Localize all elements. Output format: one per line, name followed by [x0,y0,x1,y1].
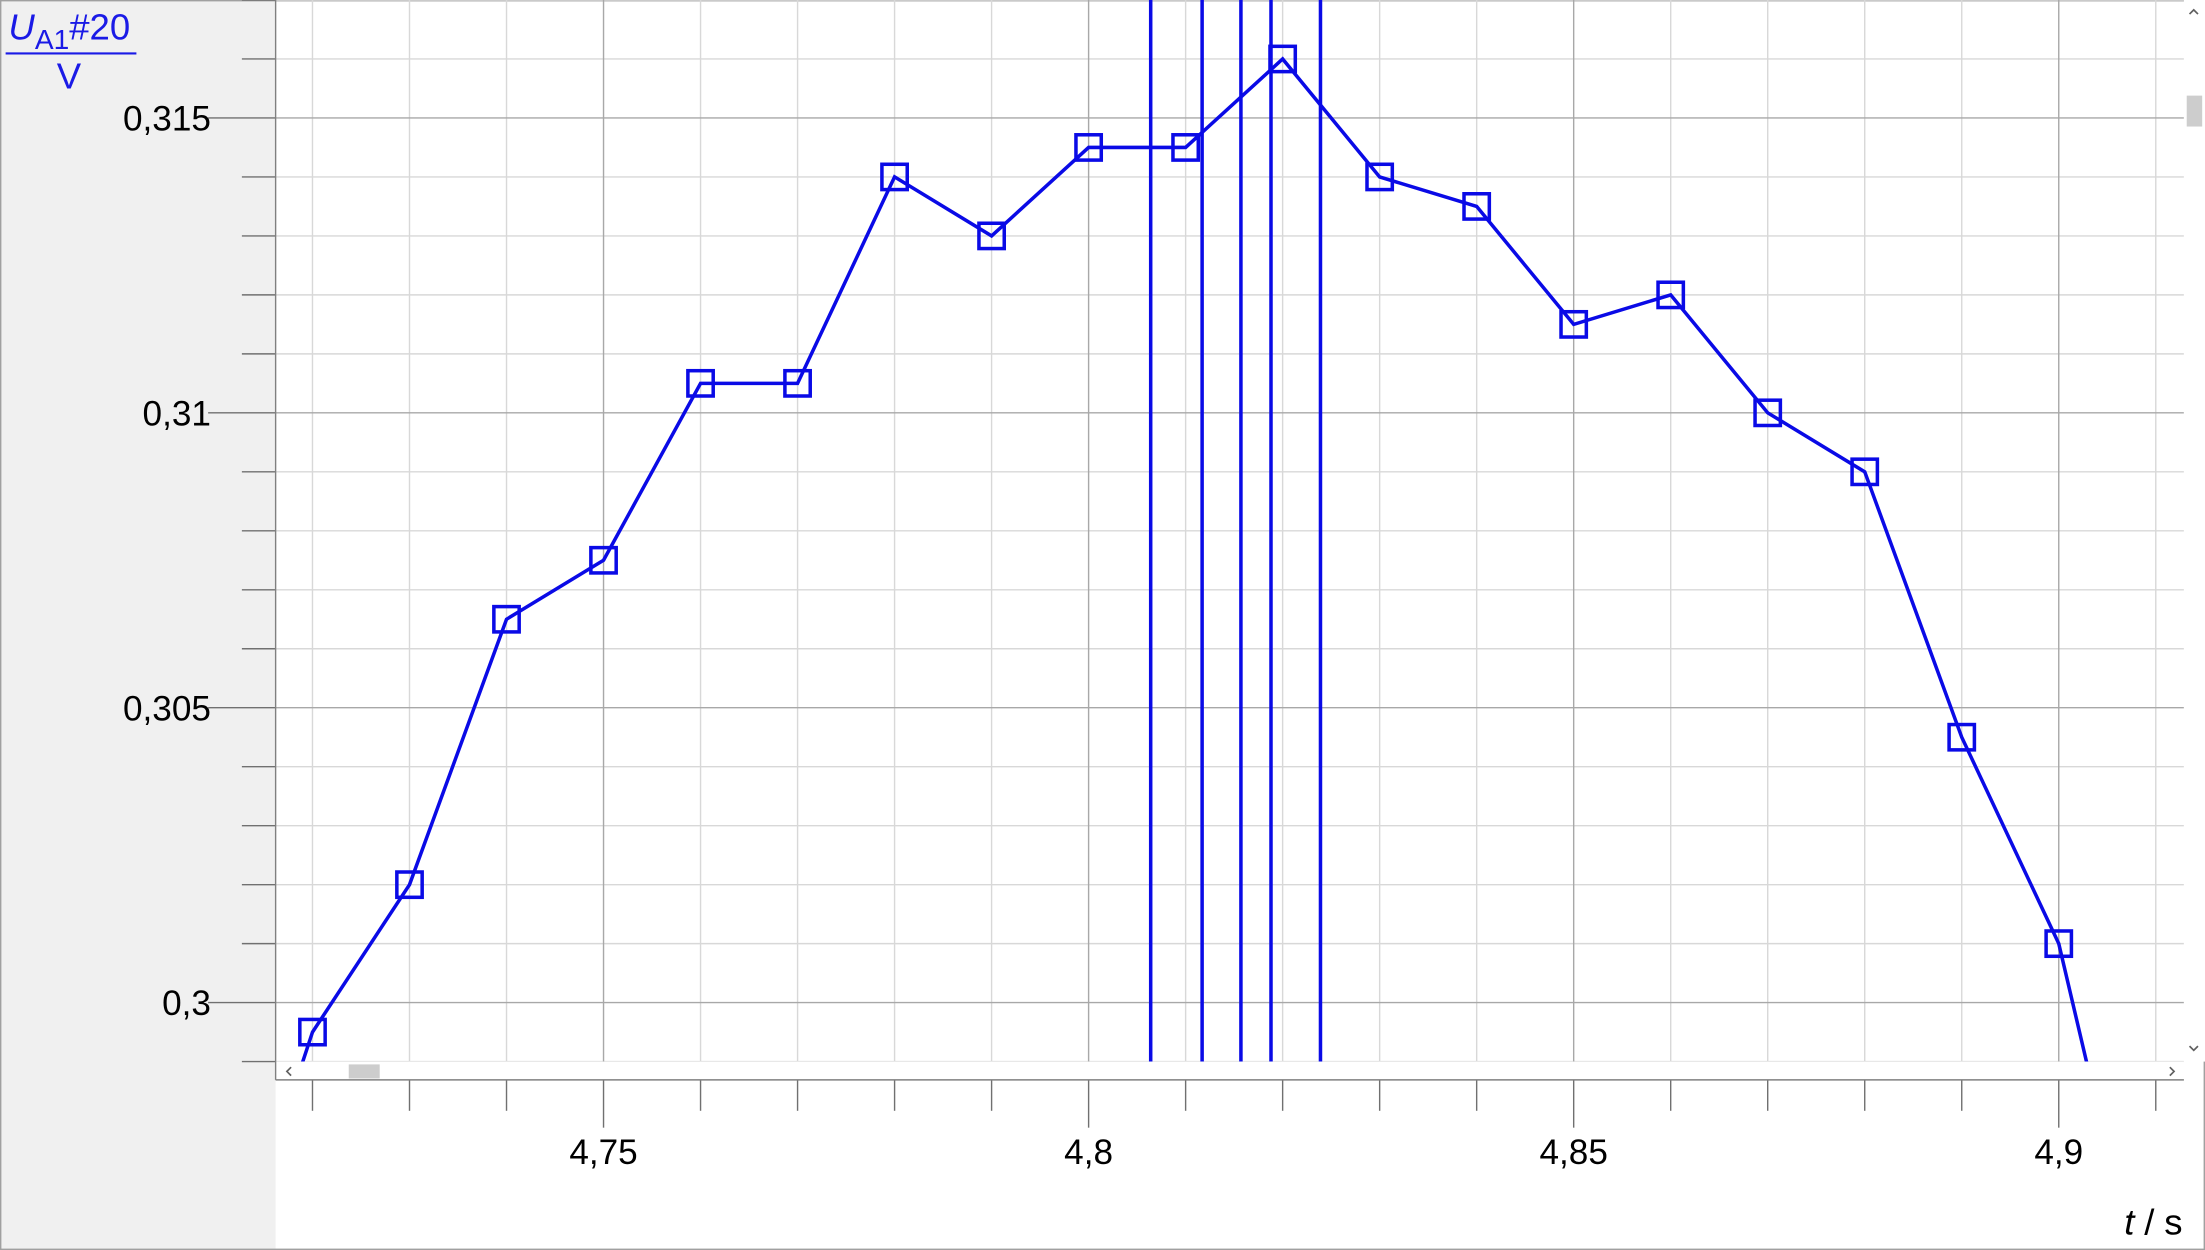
x-tick-label: 4,85 [1539,1133,1607,1172]
data-marker [1074,133,1104,162]
y-tick-label: 0,305 [123,689,211,728]
data-marker [977,221,1007,251]
x-tick-label: 4,9 [2034,1133,2083,1172]
x-label-unit: s [2164,1202,2182,1243]
y-axis-label: UA1#20 [8,6,130,55]
data-marker [686,368,715,398]
data-marker [1850,457,1880,487]
grid [275,0,2184,1063]
data-marker [1559,309,1589,339]
data-marker [395,870,424,900]
data-marker [1947,722,1977,752]
series [298,44,2089,1062]
data-marker [589,545,618,575]
v-scrollbar[interactable] [2183,0,2205,1062]
x-axis-label: t / s [2124,1202,2182,1243]
series-line [300,56,2089,1062]
data-marker [2044,929,2074,959]
v-scroll-down[interactable] [2188,1045,2199,1052]
y-label-unit: V [57,56,82,97]
cursors [1148,0,1323,1062]
x-tick-label: 4,75 [569,1133,637,1172]
x-label-symbol: t [2124,1202,2136,1243]
y-axis-panel [0,0,276,1250]
y-label-suffix: #20 [69,6,130,47]
y-tick-label: 0,315 [123,100,211,139]
v-scroll-up[interactable] [2188,8,2199,15]
data-marker [1268,44,1298,74]
data-marker [1365,162,1395,192]
h-scroll-left[interactable] [285,1066,292,1077]
y-tick-label: 0,31 [143,394,211,433]
data-marker [492,604,521,634]
data-marker [1753,398,1783,428]
x-tick-label: 4,8 [1064,1133,1113,1172]
data-marker [298,1017,327,1047]
data-marker [1462,192,1492,221]
h-scrollbar[interactable] [275,1061,2184,1080]
ticks: 4,75 4,8 4,85 4,9 0,3 0,305 0,31 0,315 [123,0,2157,1172]
y-tick-label: 0,3 [162,984,211,1023]
h-scroll-thumb[interactable] [348,1064,380,1079]
data-marker [880,162,909,192]
data-marker [1656,280,1686,310]
y-label-subscript: A1 [35,24,69,55]
data-marker [1171,133,1201,162]
h-scroll-right[interactable] [2169,1066,2176,1077]
data-marker [783,368,812,398]
v-scroll-thumb[interactable] [2186,95,2203,127]
x-label-separator: / [2144,1202,2155,1243]
y-label-symbol: U [8,6,35,47]
